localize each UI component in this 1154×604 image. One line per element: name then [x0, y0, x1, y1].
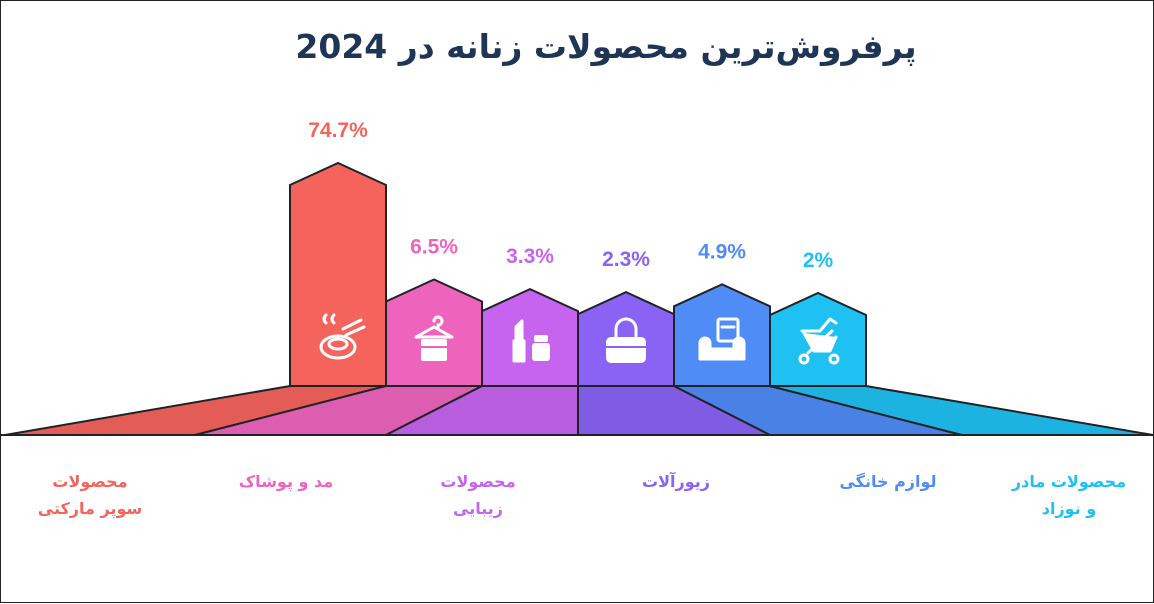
cosmetics-lipstick-icon: [512, 319, 550, 363]
bar: [289, 161, 387, 387]
data-label: 3.3%: [506, 245, 554, 268]
baby-stroller-icon: [798, 317, 840, 365]
category-label: محصولات زیبایی: [440, 472, 515, 518]
category-label: زیورآلات: [642, 471, 710, 491]
data-label: 4.9%: [698, 240, 746, 263]
data-label: 74.7%: [308, 119, 368, 142]
bar: [481, 287, 579, 387]
chart-title: پرفروش‌ترین محصولات زنانه در 2024: [295, 27, 916, 67]
bar: [385, 278, 483, 387]
bar: [673, 283, 771, 387]
handbag-icon: [605, 317, 647, 363]
category-label: محصولات مادر و نوزاد: [1011, 472, 1126, 518]
category-label: مد و پوشاک: [239, 472, 333, 492]
data-label: 6.5%: [410, 236, 458, 259]
category-label: محصولات سوپر مارکتی: [38, 472, 142, 519]
data-label: 2%: [803, 249, 834, 272]
food-bowl-icon: [319, 313, 366, 360]
data-label: 2.3%: [602, 248, 650, 271]
armchair-icon: [698, 317, 746, 361]
hanger-clothes-icon: [414, 315, 454, 361]
category-label: لوازم خانگی: [839, 472, 936, 491]
bars-layer: 74.7% 6.5% 3.3% 2.3% 4.9% 2% محصولات سوپر مارکت…: [1, 119, 1154, 519]
